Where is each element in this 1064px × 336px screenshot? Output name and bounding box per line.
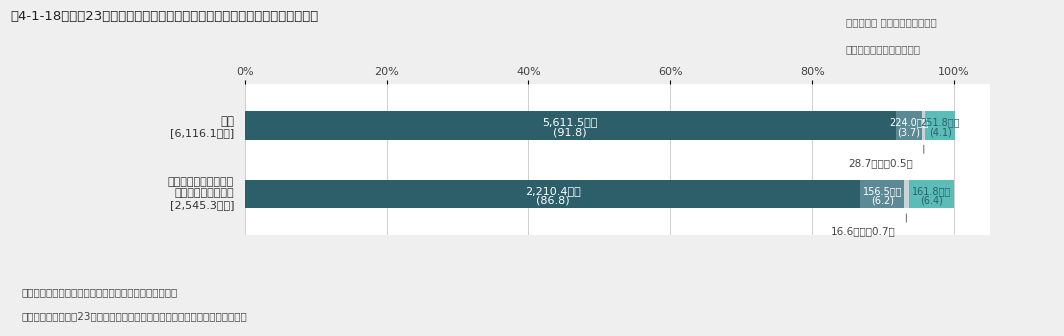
Text: (3.7): (3.7)	[898, 127, 920, 137]
Text: 251.8千戸: 251.8千戸	[920, 118, 960, 127]
Bar	[245, 179, 861, 208]
Text: 道路に近接する空間: 道路に近接する空間	[174, 188, 234, 198]
Text: （注）端数処理の関係で合計値が合わないことがある。: （注）端数処理の関係で合計値が合わないことがある。	[21, 287, 178, 297]
Bar	[909, 179, 953, 208]
Text: 5,611.5千戸: 5,611.5千戸	[543, 118, 598, 127]
Text: (6.4): (6.4)	[919, 196, 943, 206]
Text: 161.8千戸: 161.8千戸	[912, 186, 951, 196]
Text: 16.6千戸（0.7）: 16.6千戸（0.7）	[831, 226, 896, 236]
Text: 下段（比率（％））: 下段（比率（％））	[846, 44, 920, 54]
Text: 単位　上段 住居等戸数（千戸）: 単位 上段 住居等戸数（千戸）	[846, 17, 936, 27]
Bar	[896, 111, 922, 140]
Bar	[245, 111, 896, 140]
Text: [2,545.3千戸]: [2,545.3千戸]	[169, 200, 234, 210]
Text: 28.7千戸（0.5）: 28.7千戸（0.5）	[848, 158, 913, 168]
Bar	[904, 179, 909, 208]
Legend: 昼夜とも
基準値以下, 昼のみ
基準値以下, 夜のみ
基準値以下, 昼夜とも
基準値超過: 昼夜とも 基準値以下, 昼のみ 基準値以下, 夜のみ 基準値以下, 昼夜とも 基…	[371, 332, 684, 336]
Text: (4.1): (4.1)	[929, 127, 951, 137]
Text: (91.8): (91.8)	[553, 127, 587, 137]
Text: 156.5千戸: 156.5千戸	[863, 186, 902, 196]
Text: (6.2): (6.2)	[870, 196, 894, 206]
Bar	[922, 111, 926, 140]
Text: [6,116.1千戸]: [6,116.1千戸]	[170, 128, 234, 138]
Text: 2,210.4千戸: 2,210.4千戸	[525, 186, 581, 196]
Text: 資料：環境省「平成23年度自動車交通騒音の状況について（報道発表資料）」: 資料：環境省「平成23年度自動車交通騒音の状況について（報道発表資料）」	[21, 311, 247, 321]
Text: うち、幹線交通を担う: うち、幹線交通を担う	[168, 177, 234, 187]
Text: (86.8): (86.8)	[536, 196, 569, 206]
Bar	[926, 111, 954, 140]
Text: 全国: 全国	[220, 115, 234, 128]
Text: 224.0千戸: 224.0千戸	[890, 118, 929, 127]
Text: 図4-1-18　平成23年度　道路に面する地域における騒音の環境基準の達成状況: 図4-1-18 平成23年度 道路に面する地域における騒音の環境基準の達成状況	[11, 10, 319, 23]
Bar	[861, 179, 904, 208]
